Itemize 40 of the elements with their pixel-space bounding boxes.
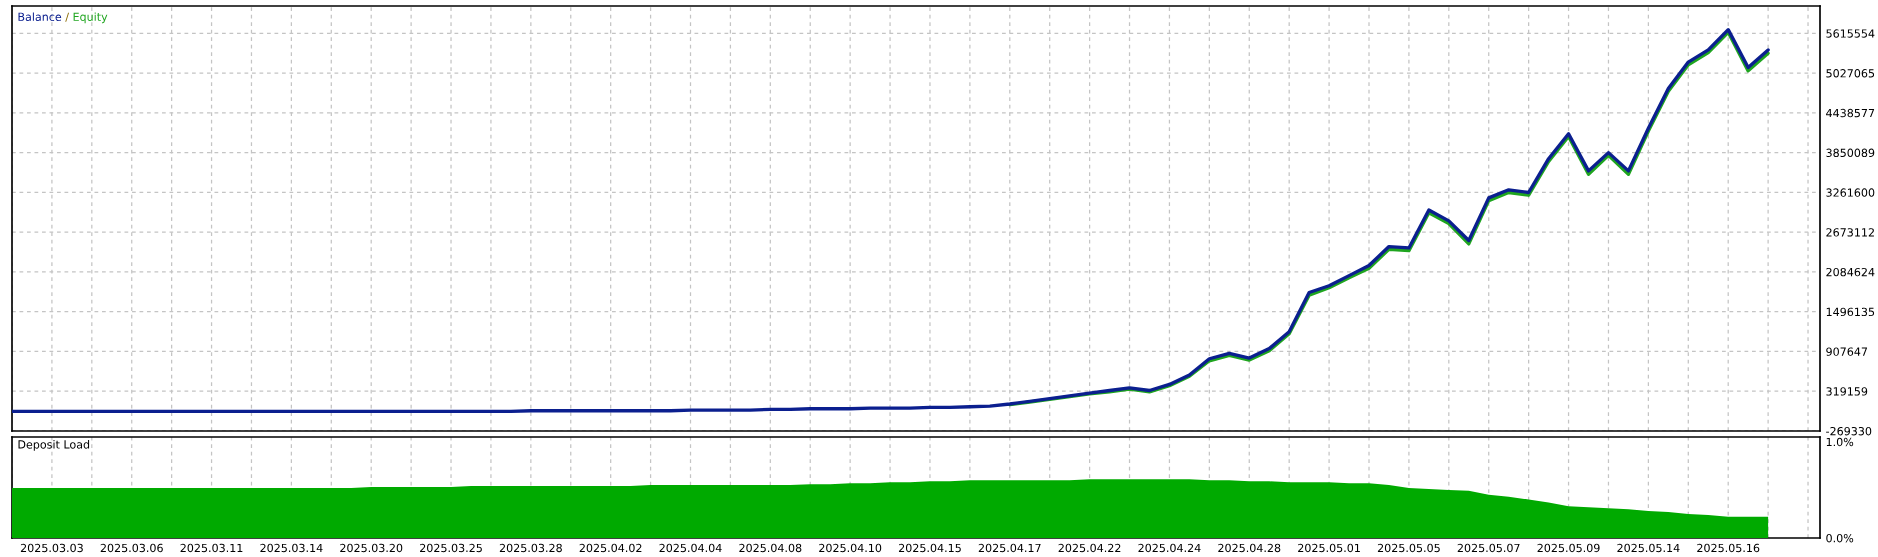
x-tick-label: 2025.05.05: [1377, 543, 1440, 553]
x-tick-label: 2025.03.28: [499, 543, 562, 553]
x-tick-label: 2025.04.08: [739, 543, 802, 553]
x-tick-label: 2025.04.22: [1058, 543, 1121, 553]
x-tick-label: 2025.04.10: [819, 543, 882, 553]
y-tick-label: 319159: [1826, 387, 1868, 396]
y-tick-label: 0.0%: [1826, 533, 1854, 543]
x-tick-label: 2025.04.02: [579, 543, 642, 553]
text: Equity: [73, 12, 108, 24]
line-series: [12, 27, 1770, 414]
x-tick-label: 2025.03.14: [260, 543, 323, 553]
x-tick-label: 2025.05.09: [1537, 543, 1600, 553]
y-tick-label: 2673112: [1826, 228, 1874, 237]
y-tick-label: 5027065: [1826, 69, 1875, 78]
y-tick-label: 2084624: [1826, 267, 1875, 277]
x-tick-label: 2025.03.06: [100, 543, 163, 553]
x-tick-label: 2025.03.11: [180, 543, 243, 553]
y-tick-label: 4438577: [1826, 108, 1875, 118]
y-tick-label: 3850089: [1826, 148, 1875, 158]
y-tick-label: -269330: [1826, 426, 1872, 436]
y-tick-label: 5615554: [1826, 29, 1875, 38]
x-tick-label: 2025.04.28: [1218, 543, 1281, 553]
chart-title: Deposit Load: [18, 440, 90, 451]
text: Balance: [18, 12, 62, 21]
x-tick-label: 2025.05.16: [1697, 543, 1760, 553]
x-tick-label: 2025.03.03: [20, 543, 83, 553]
y-tick-label: 3261600: [1826, 188, 1875, 197]
x-tick-label: 2025.04.24: [1138, 543, 1201, 553]
y-tick-label: 1496135: [1826, 307, 1875, 317]
annotation: /: [65, 12, 70, 22]
x-tick-label: 2025.04.04: [659, 543, 722, 553]
x-tick-label: 2025.05.14: [1617, 543, 1680, 553]
x-tick-label: 2025.03.20: [340, 543, 403, 553]
x-tick-label: 2025.04.17: [978, 543, 1041, 553]
x-tick-label: 2025.05.07: [1457, 543, 1520, 553]
x-tick-label: 2025.03.25: [420, 543, 482, 553]
x-tick-label: 2025.05.01: [1298, 543, 1360, 553]
x-tick-label: 2025.04.15: [898, 543, 961, 553]
y-tick-label: 907647: [1826, 347, 1868, 356]
y-tick-label: 1.0%: [1826, 437, 1854, 447]
